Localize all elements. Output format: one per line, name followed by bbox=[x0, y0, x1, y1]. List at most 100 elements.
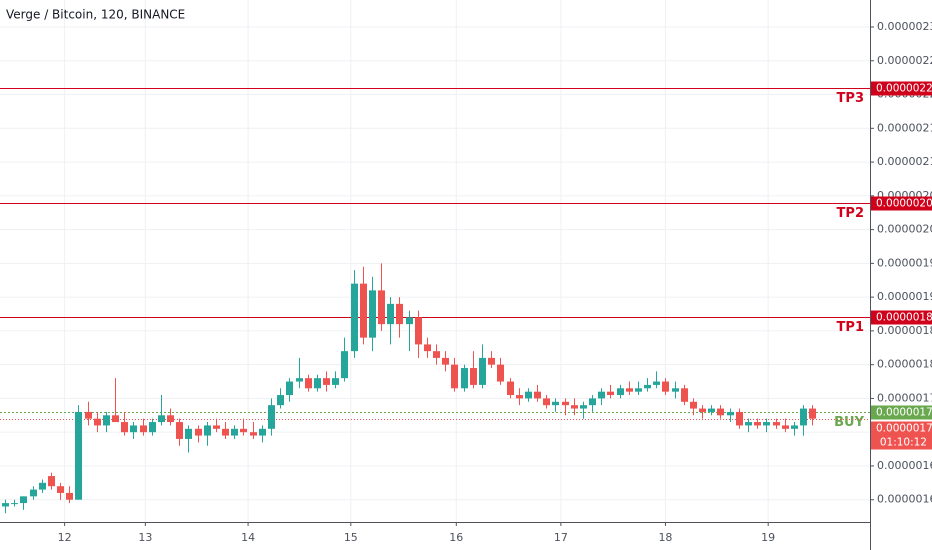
candle-body bbox=[140, 425, 147, 433]
candle-body bbox=[626, 388, 633, 392]
candle-body bbox=[681, 388, 688, 402]
candle-body bbox=[213, 425, 220, 429]
candle-body bbox=[39, 482, 46, 490]
candle-body bbox=[323, 378, 330, 385]
candle-body bbox=[268, 405, 275, 429]
candle-body bbox=[708, 408, 715, 412]
y-tick-label: 0.00000225 bbox=[877, 54, 932, 67]
candle-body bbox=[644, 384, 651, 389]
candle-body bbox=[406, 317, 413, 325]
x-tick-label: 12 bbox=[58, 531, 72, 544]
candle-body bbox=[470, 368, 477, 385]
candle-body bbox=[607, 391, 614, 396]
candle-body bbox=[754, 422, 761, 426]
x-tick-label: 18 bbox=[658, 531, 672, 544]
candle-body bbox=[589, 398, 596, 406]
x-tick-label: 13 bbox=[138, 531, 152, 544]
candle-body bbox=[552, 401, 559, 406]
candle-body bbox=[543, 398, 550, 406]
y-tick-label: 0.00000190 bbox=[877, 290, 932, 303]
level-name: BUY bbox=[834, 415, 864, 430]
candle-body bbox=[167, 415, 174, 423]
candle-body bbox=[635, 388, 642, 392]
level-name: TP3 bbox=[837, 91, 864, 106]
candle-body bbox=[369, 290, 376, 338]
candle-body bbox=[20, 496, 27, 504]
last-price-label: 0.00000172 bbox=[876, 423, 932, 435]
candle-body bbox=[222, 428, 229, 436]
level-price-label: 0.00000204 bbox=[876, 198, 932, 210]
candle-body bbox=[525, 391, 532, 399]
candle-body bbox=[699, 408, 706, 412]
level-price-box bbox=[871, 81, 932, 96]
x-tick-label: 14 bbox=[241, 531, 255, 544]
candle-body bbox=[66, 492, 73, 500]
candle-body bbox=[75, 411, 82, 500]
candle-body bbox=[185, 428, 192, 439]
level-price-label: 0.00000187 bbox=[876, 312, 932, 324]
countdown-label: 01:10:12 bbox=[880, 437, 927, 449]
last-price-box bbox=[871, 421, 932, 436]
candle-body bbox=[791, 425, 798, 429]
candle-body bbox=[461, 368, 468, 389]
candle-body bbox=[672, 388, 679, 392]
candle-body bbox=[121, 422, 128, 433]
level-price-label: 0.00000221 bbox=[876, 83, 932, 95]
candle-body bbox=[763, 422, 770, 426]
y-tick-label: 0.00000210 bbox=[877, 155, 932, 168]
y-tick-label: 0.00000230 bbox=[877, 20, 932, 33]
candle-body bbox=[727, 411, 734, 416]
candle-body bbox=[296, 378, 303, 382]
candle-body bbox=[250, 432, 257, 436]
candle-body bbox=[305, 378, 312, 389]
candle-body bbox=[488, 357, 495, 365]
candle-body bbox=[562, 401, 569, 406]
candle-body bbox=[800, 408, 807, 426]
y-tick-label: 0.00000165 bbox=[877, 459, 932, 472]
candle-body bbox=[598, 391, 605, 399]
grid bbox=[0, 0, 870, 522]
x-tick-label: 15 bbox=[344, 531, 358, 544]
candle-body bbox=[497, 364, 504, 382]
level-price-label: 0.00000173 bbox=[876, 407, 932, 419]
candle-body bbox=[782, 425, 789, 429]
candle-body bbox=[690, 401, 697, 409]
candle-body bbox=[479, 357, 486, 385]
candle-body bbox=[2, 503, 9, 507]
candle-body bbox=[516, 395, 523, 399]
chart-title: Verge / Bitcoin, 120, BINANCE bbox=[6, 8, 185, 22]
x-tick-label: 17 bbox=[554, 531, 568, 544]
x-tick-label: 19 bbox=[761, 531, 775, 544]
x-tick-label: 16 bbox=[449, 531, 463, 544]
candle-body bbox=[396, 303, 403, 325]
candle-body bbox=[809, 408, 816, 419]
y-tick-label: 0.00000185 bbox=[877, 324, 932, 337]
candle-body bbox=[332, 378, 339, 385]
candle-body bbox=[195, 428, 202, 436]
candle-body bbox=[360, 283, 367, 338]
candle-body bbox=[617, 388, 624, 396]
candle-body bbox=[11, 503, 18, 505]
level-name: TP2 bbox=[837, 206, 864, 221]
y-tick-label: 0.00000160 bbox=[877, 493, 932, 506]
candle-body bbox=[149, 422, 156, 433]
candle-body bbox=[314, 378, 321, 389]
candle-body bbox=[286, 381, 293, 396]
candle-body bbox=[773, 422, 780, 426]
levels: TP3 TP2 TP1 BUY bbox=[0, 88, 870, 430]
candle-body bbox=[653, 381, 660, 385]
candle-body bbox=[231, 428, 238, 436]
candles bbox=[2, 263, 816, 514]
level-price-box bbox=[871, 405, 932, 420]
level-price-box bbox=[871, 310, 932, 325]
level-price-box bbox=[871, 196, 932, 211]
candle-body bbox=[415, 317, 422, 345]
candle-body bbox=[507, 381, 514, 396]
candle-body bbox=[736, 411, 743, 426]
candle-body bbox=[94, 418, 101, 426]
